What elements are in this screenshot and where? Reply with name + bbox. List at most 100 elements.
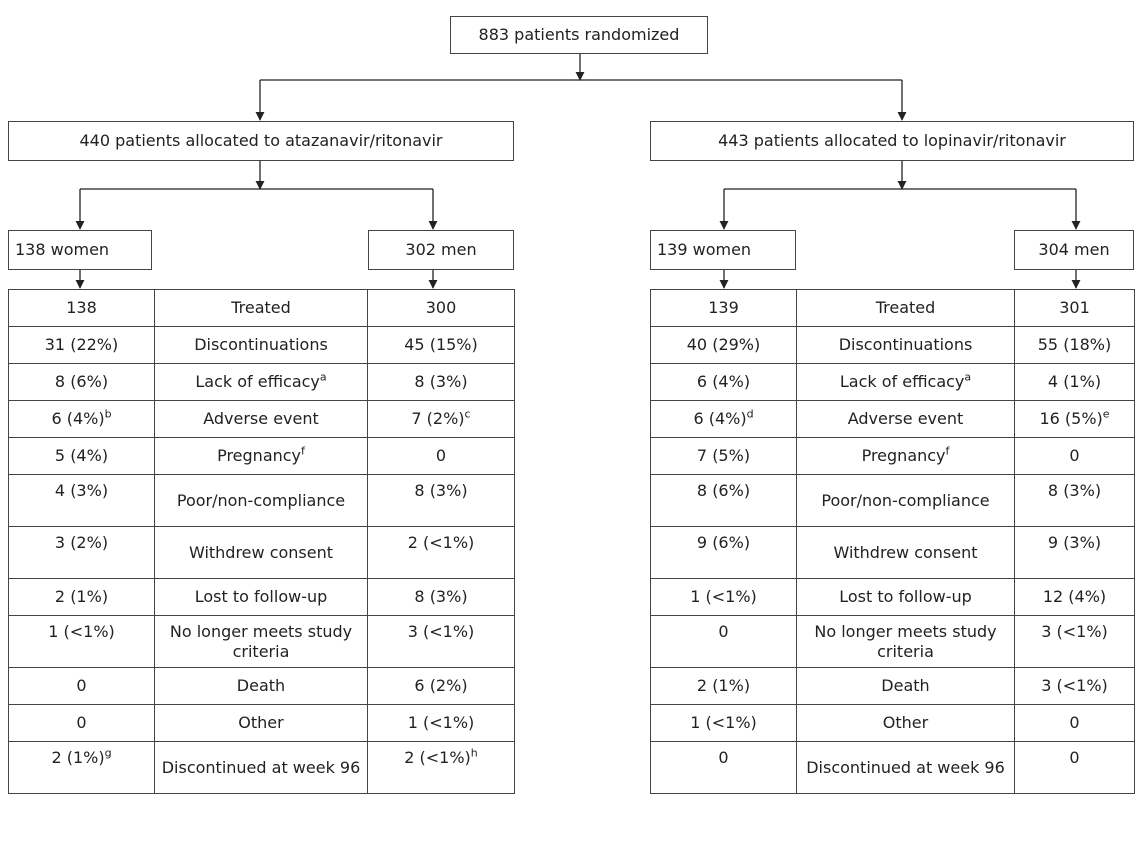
category-cell-value: Other <box>238 713 284 732</box>
men-count-cell-value: 1 (<1%) <box>407 713 475 732</box>
footnote-marker: c <box>464 407 471 421</box>
women-count-cell-value: 0 <box>718 622 729 641</box>
table-row: 2 (1%) Death 3 (<1%) <box>650 667 1135 705</box>
women-count-cell: 8 (6%) <box>650 474 797 527</box>
category-cell: Withdrew consent <box>796 526 1015 579</box>
women-count-cell: 8 (6%) <box>8 363 155 401</box>
women-count-cell: 9 (6%) <box>650 526 797 579</box>
men-count-cell: 16 (5%)e <box>1014 400 1135 438</box>
category-cell: Pregnancyf <box>796 437 1015 475</box>
women-count-cell: 2 (1%) <box>650 667 797 705</box>
category-cell-value: Discontinued at week 96 <box>806 757 1005 777</box>
footnote-marker: a <box>319 370 327 384</box>
men-count-cell-value: 301 <box>1059 298 1090 317</box>
category-cell: Discontinued at week 96 <box>154 741 368 794</box>
table-row: 1 (<1%) No longer meets study criteria 3 (… <box>8 615 515 668</box>
men-count-cell-value: 4 (1%) <box>1047 372 1102 391</box>
category-cell-value: Adverse event <box>203 409 319 428</box>
men-count-cell-value: 0 <box>435 446 447 465</box>
table-row: 8 (6%) Lack of efficacya 8 (3%) <box>8 363 515 401</box>
arm-label: 443 patients allocated to lopinavir/rito… <box>718 131 1066 150</box>
women-count-cell: 6 (4%)d <box>650 400 797 438</box>
men-label: 304 men <box>1038 240 1110 259</box>
women-count-cell-value: 139 <box>708 298 739 317</box>
women-count-cell-value: 1 (<1%) <box>690 713 757 732</box>
men-count-cell-value: 8 (3%) <box>414 372 468 391</box>
category-cell: Adverse event <box>154 400 368 438</box>
category-cell: Death <box>154 667 368 705</box>
footnote-marker: a <box>964 370 972 384</box>
category-cell-value: Withdrew consent <box>833 542 978 562</box>
category-cell: Adverse event <box>796 400 1015 438</box>
table-row: 8 (6%) Poor/non-compliance 8 (3%) <box>650 474 1135 527</box>
men-count-cell: 6 (2%) <box>367 667 515 705</box>
men-count-cell-value: 3 (<1%) <box>407 622 475 641</box>
men-count-cell-value: 8 (3%) <box>1047 481 1102 500</box>
women-count-cell-value: 5 (4%) <box>54 446 109 465</box>
women-count-cell: 0 <box>650 741 797 794</box>
women-count-cell-value: 31 (22%) <box>44 335 119 354</box>
table-row: 4 (3%) Poor/non-compliance 8 (3%) <box>8 474 515 527</box>
men-count-cell-value: 2 (<1%) <box>404 748 471 767</box>
men-count-cell: 2 (<1%) <box>367 526 515 579</box>
men-count-cell: 0 <box>367 437 515 475</box>
men-count-cell-value: 3 (<1%) <box>1041 676 1108 695</box>
men-count-cell-value: 7 (2%) <box>411 409 465 428</box>
men-count-cell-value: 3 (<1%) <box>1041 622 1108 641</box>
women-count-cell: 7 (5%) <box>650 437 797 475</box>
category-cell: Discontinuations <box>796 326 1015 364</box>
category-cell: Withdrew consent <box>154 526 368 579</box>
table-row: 7 (5%) Pregnancyf 0 <box>650 437 1135 475</box>
women-count-cell-value: 6 (4%) <box>693 409 747 428</box>
category-cell: Lack of efficacya <box>154 363 368 401</box>
men-label: 302 men <box>405 240 477 259</box>
table-row: 0 Discontinued at week 96 0 <box>650 741 1135 794</box>
women-count-cell-value: 1 (<1%) <box>48 622 115 641</box>
men-count-cell: 8 (3%) <box>367 474 515 527</box>
women-count-cell: 0 <box>8 704 155 742</box>
men-count-cell-value: 8 (3%) <box>414 587 468 606</box>
women-count-cell: 6 (4%)b <box>8 400 155 438</box>
category-cell: Treated <box>796 289 1015 327</box>
men-count-cell: 301 <box>1014 289 1135 327</box>
men-box-atazanavir: 302 men <box>368 230 514 270</box>
women-count-cell-value: 4 (3%) <box>54 481 109 500</box>
category-cell-value: Death <box>881 676 930 695</box>
category-cell-value: Other <box>882 713 929 732</box>
women-count-cell-value: 3 (2%) <box>54 533 109 552</box>
category-cell-value: Poor/non-compliance <box>176 490 346 510</box>
women-count-cell: 2 (1%)g <box>8 741 155 794</box>
women-count-cell-value: 0 <box>718 748 729 767</box>
women-count-cell: 0 <box>650 615 797 668</box>
men-count-cell-value: 16 (5%) <box>1039 409 1103 428</box>
women-count-cell: 3 (2%) <box>8 526 155 579</box>
arm-label: 440 patients allocated to atazanavir/rit… <box>79 131 443 150</box>
category-cell-value: Death <box>236 676 286 695</box>
women-count-cell: 40 (29%) <box>650 326 797 364</box>
men-box-lopinavir: 304 men <box>1014 230 1134 270</box>
women-count-cell: 1 (<1%) <box>8 615 155 668</box>
women-count-cell: 1 (<1%) <box>650 578 797 616</box>
men-count-cell: 3 (<1%) <box>1014 667 1135 705</box>
footnote-marker: f <box>301 444 305 458</box>
men-count-cell: 300 <box>367 289 515 327</box>
women-count-cell-value: 2 (1%) <box>51 748 105 767</box>
footnote-marker: f <box>945 444 950 458</box>
table-row: 2 (1%) Lost to follow-up 8 (3%) <box>8 578 515 616</box>
men-count-cell: 3 (<1%) <box>1014 615 1135 668</box>
footnote-marker: h <box>470 746 478 760</box>
women-count-cell-value: 8 (6%) <box>696 481 751 500</box>
women-count-cell: 31 (22%) <box>8 326 155 364</box>
category-cell-value: Discontinued at week 96 <box>161 757 361 777</box>
women-count-cell: 139 <box>650 289 797 327</box>
category-cell: Poor/non-compliance <box>796 474 1015 527</box>
category-cell: Lack of efficacya <box>796 363 1015 401</box>
women-count-cell-value: 9 (6%) <box>696 533 751 552</box>
category-cell-value: Pregnancy <box>217 446 302 465</box>
men-count-cell: 2 (<1%)h <box>367 741 515 794</box>
table-row: 6 (4%)b Adverse event 7 (2%)c <box>8 400 515 438</box>
category-cell-value: No longer meets study criteria <box>169 621 353 661</box>
category-cell-value: Discontinuations <box>194 335 328 354</box>
